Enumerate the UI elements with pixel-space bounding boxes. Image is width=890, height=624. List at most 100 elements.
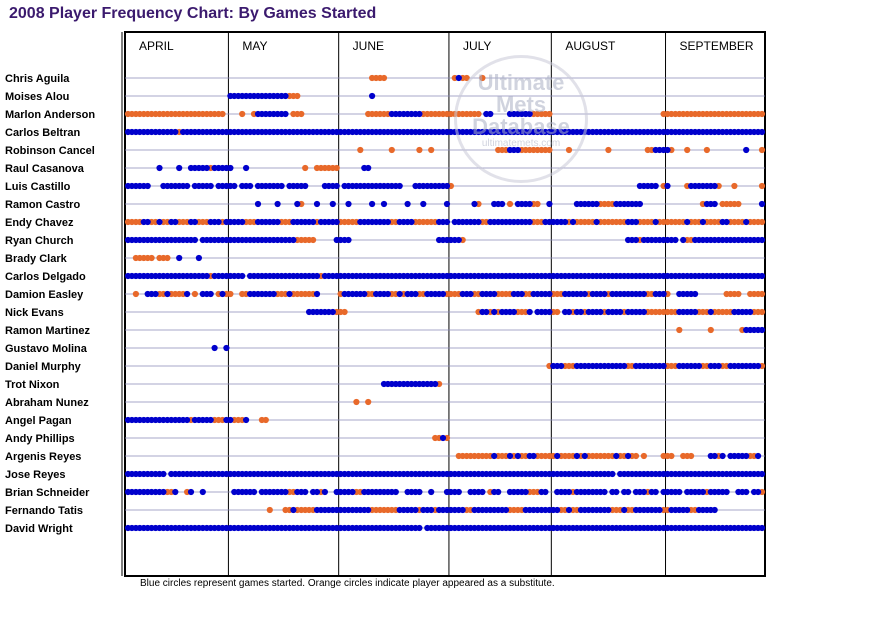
start-marker — [243, 416, 250, 424]
start-marker — [172, 488, 179, 496]
start-marker — [471, 200, 478, 208]
start-marker — [313, 290, 321, 298]
start-marker — [184, 416, 191, 424]
start-marker — [239, 272, 246, 280]
start-marker — [652, 218, 659, 226]
sub-marker — [565, 146, 573, 154]
start-marker — [554, 506, 561, 514]
start-marker — [743, 146, 750, 154]
start-marker — [672, 236, 679, 244]
start-marker — [467, 290, 474, 298]
start-marker — [699, 218, 707, 226]
player-label: Ryan Church — [5, 235, 74, 247]
sub-marker — [758, 146, 766, 154]
start-marker — [329, 308, 336, 316]
month-label: JUNE — [353, 39, 384, 53]
month-label: JULY — [463, 39, 491, 53]
player-label: Abraham Nunez — [5, 397, 89, 409]
start-marker — [365, 164, 372, 172]
start-marker — [565, 506, 573, 514]
start-marker — [660, 362, 667, 370]
start-marker — [656, 506, 663, 514]
sub-marker — [302, 164, 309, 172]
sub-marker — [341, 308, 348, 316]
sub-marker — [758, 218, 766, 226]
start-marker — [195, 254, 202, 262]
player-label: Nick Evans — [5, 307, 64, 319]
start-marker — [755, 362, 762, 370]
start-marker — [459, 506, 466, 514]
month-label: AUGUST — [565, 39, 616, 53]
start-marker — [380, 200, 388, 208]
start-marker — [369, 200, 376, 208]
player-label: Daniel Murphy — [5, 361, 82, 373]
start-marker — [664, 182, 671, 190]
start-marker — [758, 524, 766, 532]
sub-marker — [688, 452, 695, 460]
legend-note: Blue circles represent games started. Or… — [140, 578, 555, 589]
sub-marker — [266, 506, 273, 514]
start-marker — [439, 434, 447, 442]
start-marker — [723, 218, 730, 226]
sub-marker — [632, 452, 640, 460]
dot-layer — [124, 74, 766, 532]
start-marker — [215, 218, 222, 226]
start-marker — [758, 236, 766, 244]
start-marker — [711, 506, 718, 514]
player-label: Carlos Delgado — [5, 271, 86, 283]
start-marker — [621, 362, 628, 370]
start-marker — [632, 236, 640, 244]
start-marker — [510, 308, 517, 316]
sub-marker — [191, 290, 198, 298]
sub-marker — [310, 236, 317, 244]
start-marker — [491, 290, 498, 298]
start-marker — [278, 182, 285, 190]
start-marker — [176, 164, 183, 172]
start-marker — [254, 200, 262, 208]
start-marker — [625, 452, 632, 460]
sub-marker — [380, 74, 388, 82]
start-marker — [191, 236, 198, 244]
start-marker — [290, 236, 297, 244]
start-marker — [617, 308, 624, 316]
start-marker — [692, 308, 699, 316]
start-marker — [487, 110, 494, 118]
start-marker — [219, 290, 226, 298]
sub-marker — [605, 146, 612, 154]
start-marker — [573, 452, 581, 460]
start-marker — [613, 452, 620, 460]
start-marker — [144, 218, 151, 226]
sub-marker — [684, 146, 691, 154]
sub-marker — [534, 200, 541, 208]
start-marker — [755, 488, 762, 496]
start-marker — [684, 506, 691, 514]
start-marker — [243, 164, 250, 172]
sub-marker — [298, 110, 305, 118]
sub-marker — [428, 146, 435, 154]
start-marker — [632, 218, 640, 226]
label-layer: APRIL MAY JUNE JULY AUGUST SEPTEMBER Chris Agu… — [5, 39, 754, 535]
start-marker — [455, 74, 462, 82]
start-marker — [408, 218, 415, 226]
start-marker — [384, 290, 391, 298]
start-marker — [203, 164, 210, 172]
start-marker — [207, 182, 214, 190]
start-marker — [270, 290, 277, 298]
start-marker — [684, 218, 691, 226]
start-marker — [569, 218, 577, 226]
start-marker — [404, 200, 411, 208]
start-marker — [156, 218, 163, 226]
start-marker — [361, 290, 368, 298]
start-marker — [502, 506, 510, 514]
start-marker — [384, 218, 391, 226]
start-marker — [640, 308, 648, 316]
month-label: MAY — [242, 39, 267, 53]
sub-marker — [546, 110, 553, 118]
start-marker — [313, 272, 321, 280]
start-marker — [369, 92, 376, 100]
start-marker — [747, 308, 754, 316]
start-marker — [207, 290, 214, 298]
player-label: Robinson Cancel — [5, 145, 95, 157]
start-marker — [290, 506, 297, 514]
player-label: Angel Pagan — [5, 415, 72, 427]
